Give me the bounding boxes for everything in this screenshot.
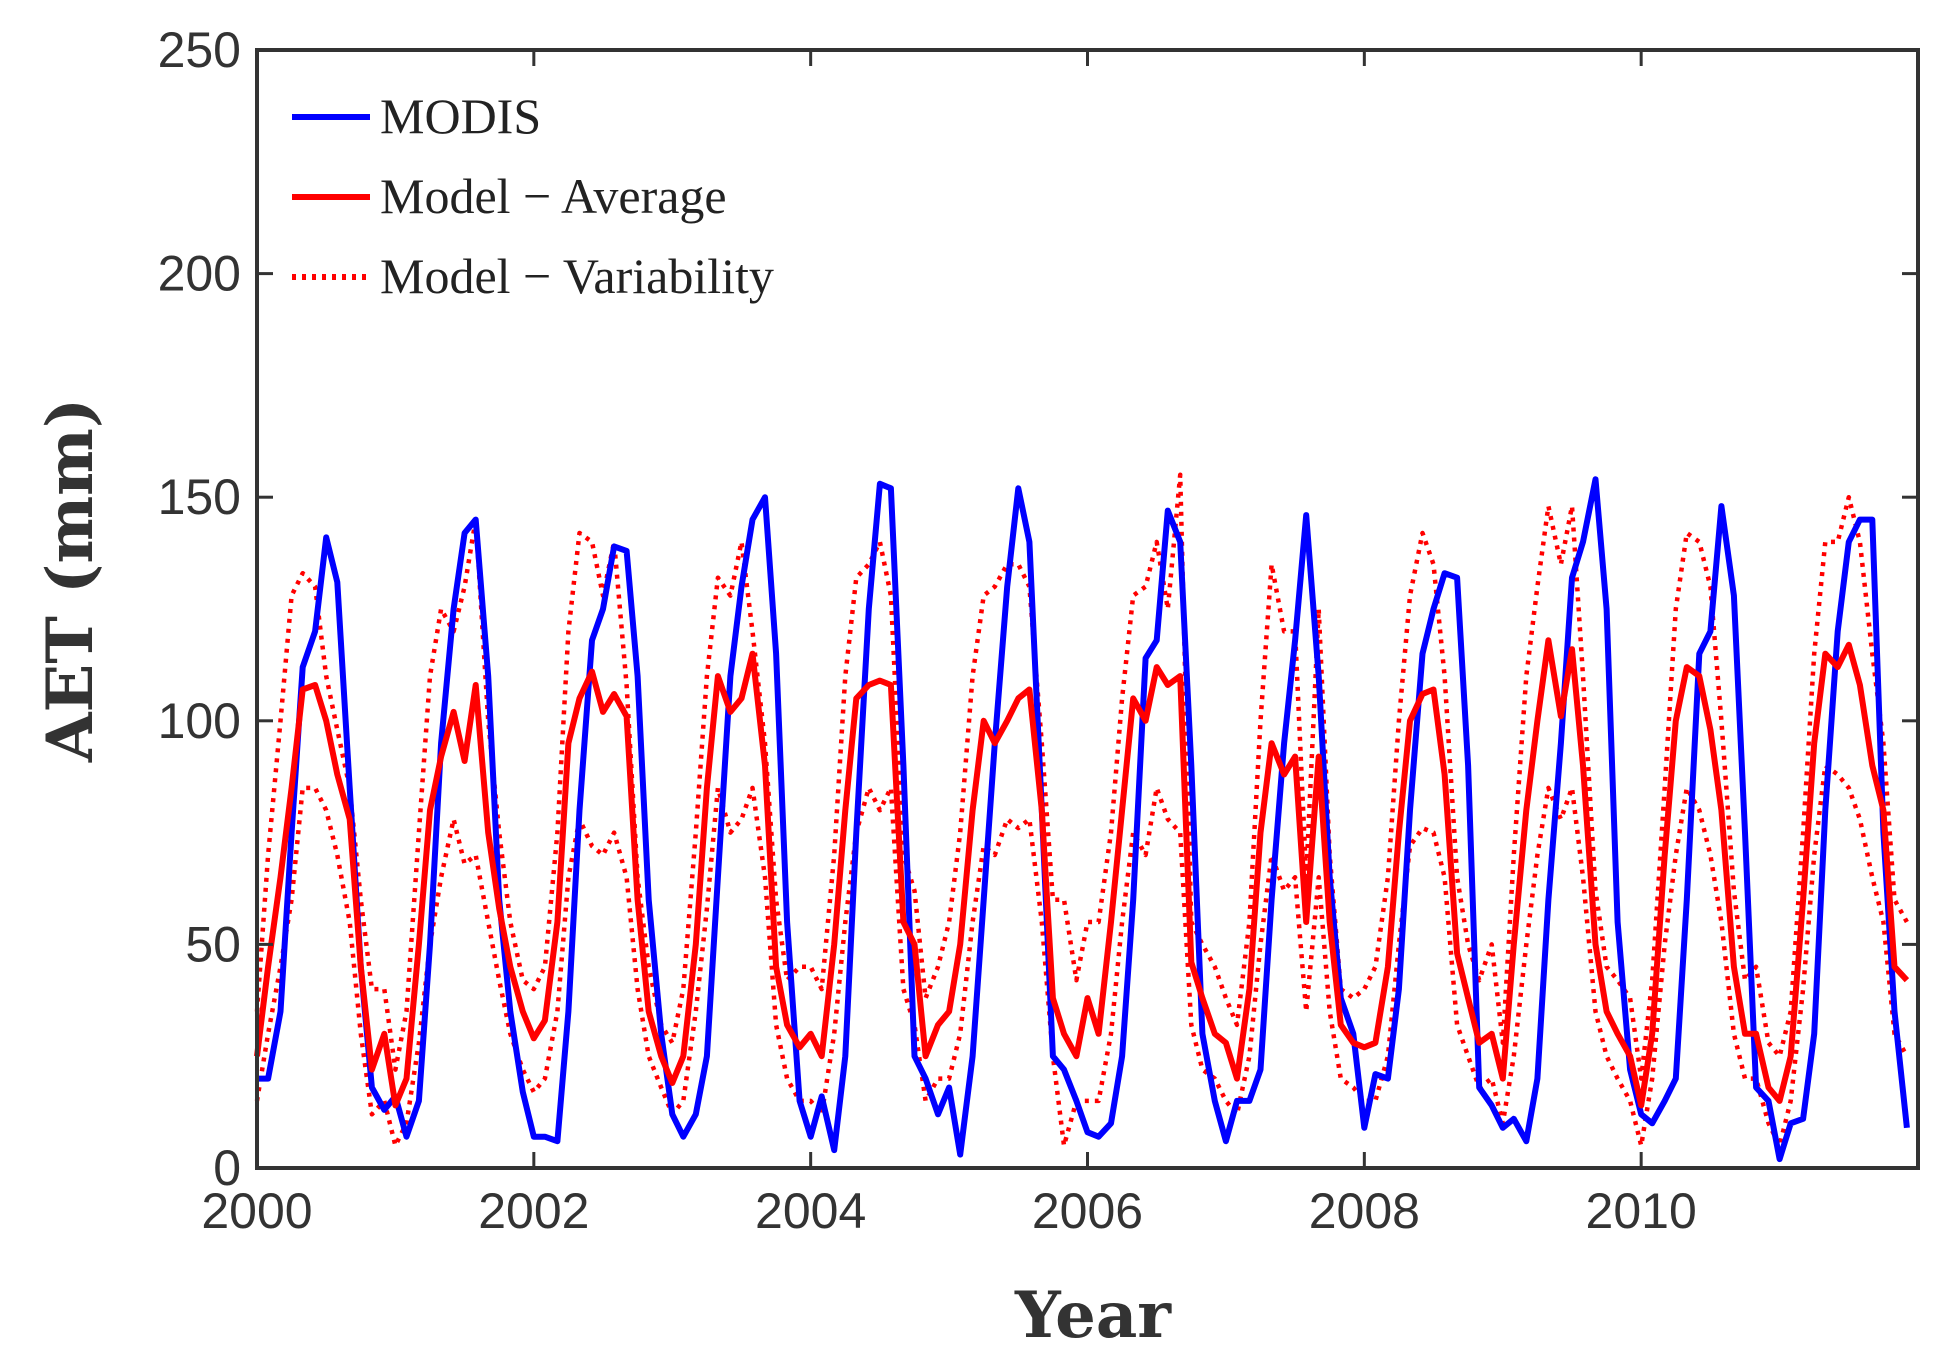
series-line-model-average (254, 637, 1910, 1109)
y-tick-label-200: 200 (158, 246, 241, 302)
y-tick-label-0: 0 (213, 1140, 241, 1196)
series-line-modis (257, 476, 1910, 1163)
legend-label-model-variability: Model − Variability (380, 248, 774, 304)
axis-ticks (255, 48, 1918, 1170)
x-tick-label-2004: 2004 (755, 1183, 866, 1239)
series-line-model-variability-upper (254, 472, 1909, 1081)
x-tick-label-2010: 2010 (1586, 1183, 1697, 1239)
y-tick-label-100: 100 (158, 693, 241, 749)
y-tick-label-150: 150 (158, 469, 241, 525)
legend: MODIS Model − Average Model − Variabilit… (292, 88, 774, 304)
y-axis-title: AET (mm) (33, 398, 108, 763)
x-tick-label-2008: 2008 (1309, 1183, 1420, 1239)
x-axis-title: Year (1014, 1278, 1172, 1353)
tick-labels: 2000 2002 2004 2006 2008 2010 0 50 100 150 200 250 (158, 22, 1697, 1239)
legend-label-modis: MODIS (380, 88, 541, 144)
legend-label-model-average: Model − Average (380, 168, 727, 224)
y-tick-label-250: 250 (158, 22, 241, 78)
series-layer (254, 472, 1910, 1163)
x-tick-label-2002: 2002 (478, 1183, 589, 1239)
y-tick-label-50: 50 (185, 916, 241, 972)
x-tick-label-2000: 2000 (201, 1183, 312, 1239)
x-tick-label-2006: 2006 (1032, 1183, 1143, 1239)
